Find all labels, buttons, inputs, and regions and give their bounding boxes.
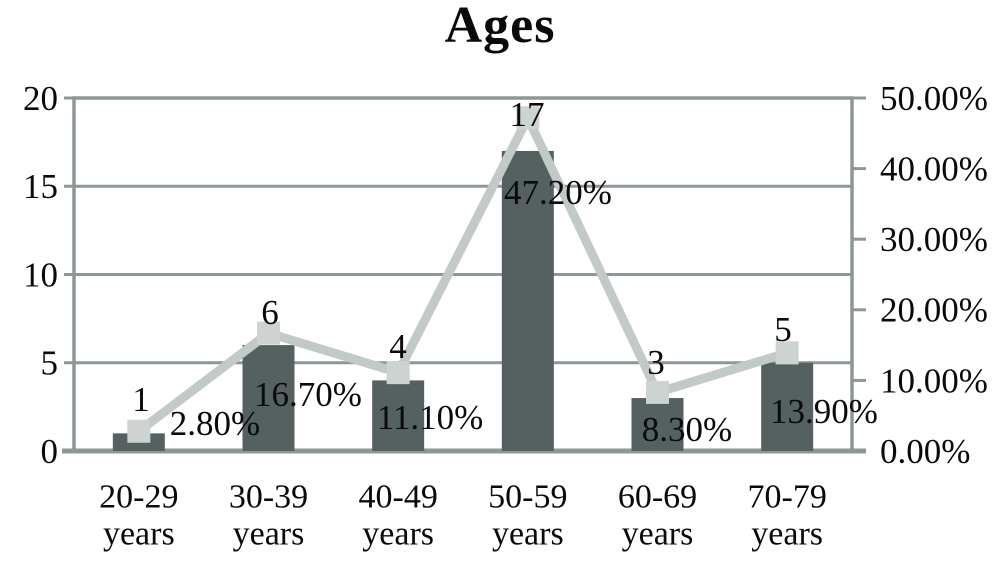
bar-value-label: 5	[774, 310, 792, 349]
bar-60-69-years	[631, 398, 684, 451]
right-axis-tick-label: 40.00%	[880, 150, 988, 189]
line-marker-20-29	[127, 419, 151, 443]
category-label: 50-59	[488, 479, 567, 516]
bar-value-label: 3	[647, 343, 665, 382]
bar-30-39-years	[242, 345, 295, 451]
right-axis-tick-label: 0.00%	[880, 432, 970, 471]
line-marker-60-69	[646, 380, 669, 404]
category-label: years	[362, 516, 434, 553]
line-marker-30-39	[257, 321, 280, 345]
category-label: 40-49	[359, 479, 438, 516]
category-label: years	[622, 516, 694, 553]
right-axis-tick-label: 20.00%	[880, 291, 988, 330]
bar-50-59-years	[501, 150, 554, 451]
left-axis-tick-label: 15	[23, 167, 58, 206]
bar-value-label: 6	[261, 293, 279, 332]
chart-title: Ages	[444, 0, 556, 54]
line-marker-70-79	[775, 341, 799, 365]
bar-40-49-years	[372, 380, 425, 451]
bar-value-label: 4	[389, 327, 407, 366]
left-axis-tick-label: 5	[41, 344, 59, 383]
percent-value-label: 11.10%	[377, 398, 484, 437]
category-label: years	[233, 516, 305, 553]
percent-line	[136, 107, 789, 435]
percent-value-label: 2.80%	[170, 404, 260, 443]
category-label: 70-79	[748, 479, 827, 516]
category-label: 20-29	[99, 479, 178, 516]
left-axis-tick-label: 10	[23, 255, 58, 294]
percent-value-label: 13.90%	[770, 392, 878, 431]
category-label: years	[751, 516, 823, 553]
line-marker-50-59	[516, 106, 540, 130]
left-axis-tick-label: 0	[41, 432, 59, 471]
bar-value-label: 17	[510, 95, 545, 134]
percent-value-label: 8.30%	[642, 410, 732, 449]
category-label: 30-39	[229, 479, 308, 516]
bar-70-79-years	[761, 362, 814, 451]
category-label: years	[492, 516, 564, 553]
percent-value-label: 16.70%	[254, 375, 362, 414]
percent-value-label: 47.20%	[504, 173, 612, 212]
category-label: years	[103, 516, 175, 553]
line-marker-40-49	[386, 361, 410, 385]
right-axis-tick-label: 10.00%	[880, 361, 988, 400]
category-label: 60-69	[618, 479, 697, 516]
bar-value-label: 1	[132, 380, 150, 419]
right-axis-tick-label: 50.00%	[880, 79, 988, 118]
left-axis-tick-label: 20	[23, 79, 58, 118]
right-axis-tick-label: 30.00%	[880, 220, 988, 259]
